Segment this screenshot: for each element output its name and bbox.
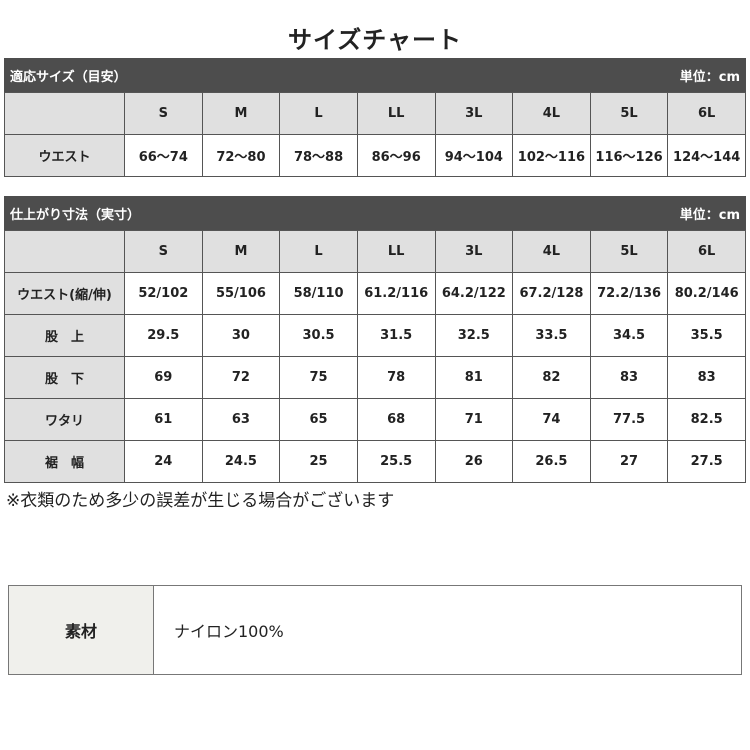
table-cell: 24 <box>124 440 203 483</box>
table-cell: 31.5 <box>356 314 436 357</box>
table-cell: 74 <box>512 398 591 441</box>
table-cell: 72.2/136 <box>589 272 669 315</box>
corner-cell <box>4 92 125 135</box>
size-header: 5L <box>589 92 669 135</box>
size-header: M <box>201 92 281 135</box>
table-cell: 69 <box>124 356 203 399</box>
table-cell: 72 <box>201 356 281 399</box>
table-cell: 77.5 <box>589 398 669 441</box>
table-heading: 適応サイズ（目安） <box>10 69 127 85</box>
table-cell: 64.2/122 <box>434 272 514 315</box>
table-cell: 30 <box>201 314 281 357</box>
table-cell: 29.5 <box>124 314 203 357</box>
row-label: 股 上 <box>4 314 125 357</box>
finished-dimensions-table: 仕上がり寸法（実寸） 単位：cm S M L LL 3L 4L 5L 6L ウエスト(縮/伸) 52/… <box>4 196 746 483</box>
size-header: S <box>124 92 203 135</box>
size-header: LL <box>356 230 436 273</box>
row-label: 裾 幅 <box>4 440 125 483</box>
table-cell: 83 <box>589 356 669 399</box>
table-cell: 94〜104 <box>434 134 514 177</box>
table-cell: 78〜88 <box>279 134 358 177</box>
table-cell: 82 <box>512 356 591 399</box>
recommended-size-table: 適応サイズ（目安） 単位：cm S M L LL 3L 4L 5L 6L ウエスト 66〜74 72〜8… <box>4 58 746 177</box>
table-cell: 26 <box>434 440 514 483</box>
table-cell: 72〜80 <box>201 134 281 177</box>
table-cell: 27 <box>589 440 669 483</box>
table-row: 股 下 69 72 75 78 81 82 83 83 <box>4 356 746 399</box>
disclaimer-note: ※衣類のため多少の誤差が生じる場合がございます <box>6 491 395 511</box>
table-cell: 35.5 <box>667 314 746 357</box>
page-title: サイズチャート <box>287 26 463 54</box>
row-label: ワタリ <box>4 398 125 441</box>
size-header: M <box>201 230 281 273</box>
table-cell: 124〜144 <box>667 134 746 177</box>
table-row: 股 上 29.5 30 30.5 31.5 32.5 33.5 34.5 35.5 <box>4 314 746 357</box>
table-cell: 67.2/128 <box>512 272 591 315</box>
table-row: ワタリ 61 63 65 68 71 74 77.5 82.5 <box>4 398 746 441</box>
row-label: ウエスト(縮/伸) <box>4 272 125 315</box>
table-cell: 80.2/146 <box>667 272 746 315</box>
size-header-row: S M L LL 3L 4L 5L 6L <box>4 230 746 273</box>
table-heading-bar: 適応サイズ（目安） 単位：cm <box>4 58 746 92</box>
table-cell: 61.2/116 <box>356 272 436 315</box>
size-header: L <box>279 230 358 273</box>
table-cell: 116〜126 <box>589 134 669 177</box>
size-header: L <box>279 92 358 135</box>
unit-label: 単位：cm <box>679 207 740 223</box>
table-cell: 34.5 <box>589 314 669 357</box>
table-row: ウエスト 66〜74 72〜80 78〜88 86〜96 94〜104 102〜116 116… <box>4 134 746 177</box>
material-label: 素材 <box>9 586 154 674</box>
size-header: LL <box>356 92 436 135</box>
row-label: ウエスト <box>4 134 125 177</box>
table-cell: 61 <box>124 398 203 441</box>
table-row: 裾 幅 24 24.5 25 25.5 26 26.5 27 27.5 <box>4 440 746 483</box>
size-header: 4L <box>512 230 591 273</box>
table-heading-bar: 仕上がり寸法（実寸） 単位：cm <box>4 196 746 230</box>
unit-label: 単位：cm <box>679 69 740 85</box>
table-cell: 32.5 <box>434 314 514 357</box>
table-row: ウエスト(縮/伸) 52/102 55/106 58/110 61.2/116 64.2/… <box>4 272 746 315</box>
material-box: 素材 ナイロン100% <box>8 585 742 675</box>
row-label: 股 下 <box>4 356 125 399</box>
table-cell: 66〜74 <box>124 134 203 177</box>
table-cell: 52/102 <box>124 272 203 315</box>
table-cell: 82.5 <box>667 398 746 441</box>
table-cell: 58/110 <box>279 272 358 315</box>
table-cell: 25.5 <box>356 440 436 483</box>
size-header: 3L <box>434 230 514 273</box>
table-cell: 83 <box>667 356 746 399</box>
table-cell: 27.5 <box>667 440 746 483</box>
size-header: 4L <box>512 92 591 135</box>
material-value: ナイロン100% <box>174 622 284 641</box>
table-cell: 55/106 <box>201 272 281 315</box>
table-cell: 24.5 <box>201 440 281 483</box>
table-cell: 33.5 <box>512 314 591 357</box>
table-cell: 26.5 <box>512 440 591 483</box>
table-cell: 30.5 <box>279 314 358 357</box>
size-header: 6L <box>667 230 746 273</box>
table-cell: 25 <box>279 440 358 483</box>
table-cell: 102〜116 <box>512 134 591 177</box>
table-heading: 仕上がり寸法（実寸） <box>10 207 141 223</box>
table-cell: 71 <box>434 398 514 441</box>
size-header: S <box>124 230 203 273</box>
table-cell: 63 <box>201 398 281 441</box>
table-cell: 78 <box>356 356 436 399</box>
size-header: 3L <box>434 92 514 135</box>
table-cell: 86〜96 <box>356 134 436 177</box>
table-cell: 68 <box>356 398 436 441</box>
corner-cell <box>4 230 125 273</box>
size-header: 5L <box>589 230 669 273</box>
table-cell: 65 <box>279 398 358 441</box>
table-cell: 75 <box>279 356 358 399</box>
table-cell: 81 <box>434 356 514 399</box>
size-header-row: S M L LL 3L 4L 5L 6L <box>4 92 746 135</box>
size-header: 6L <box>667 92 746 135</box>
